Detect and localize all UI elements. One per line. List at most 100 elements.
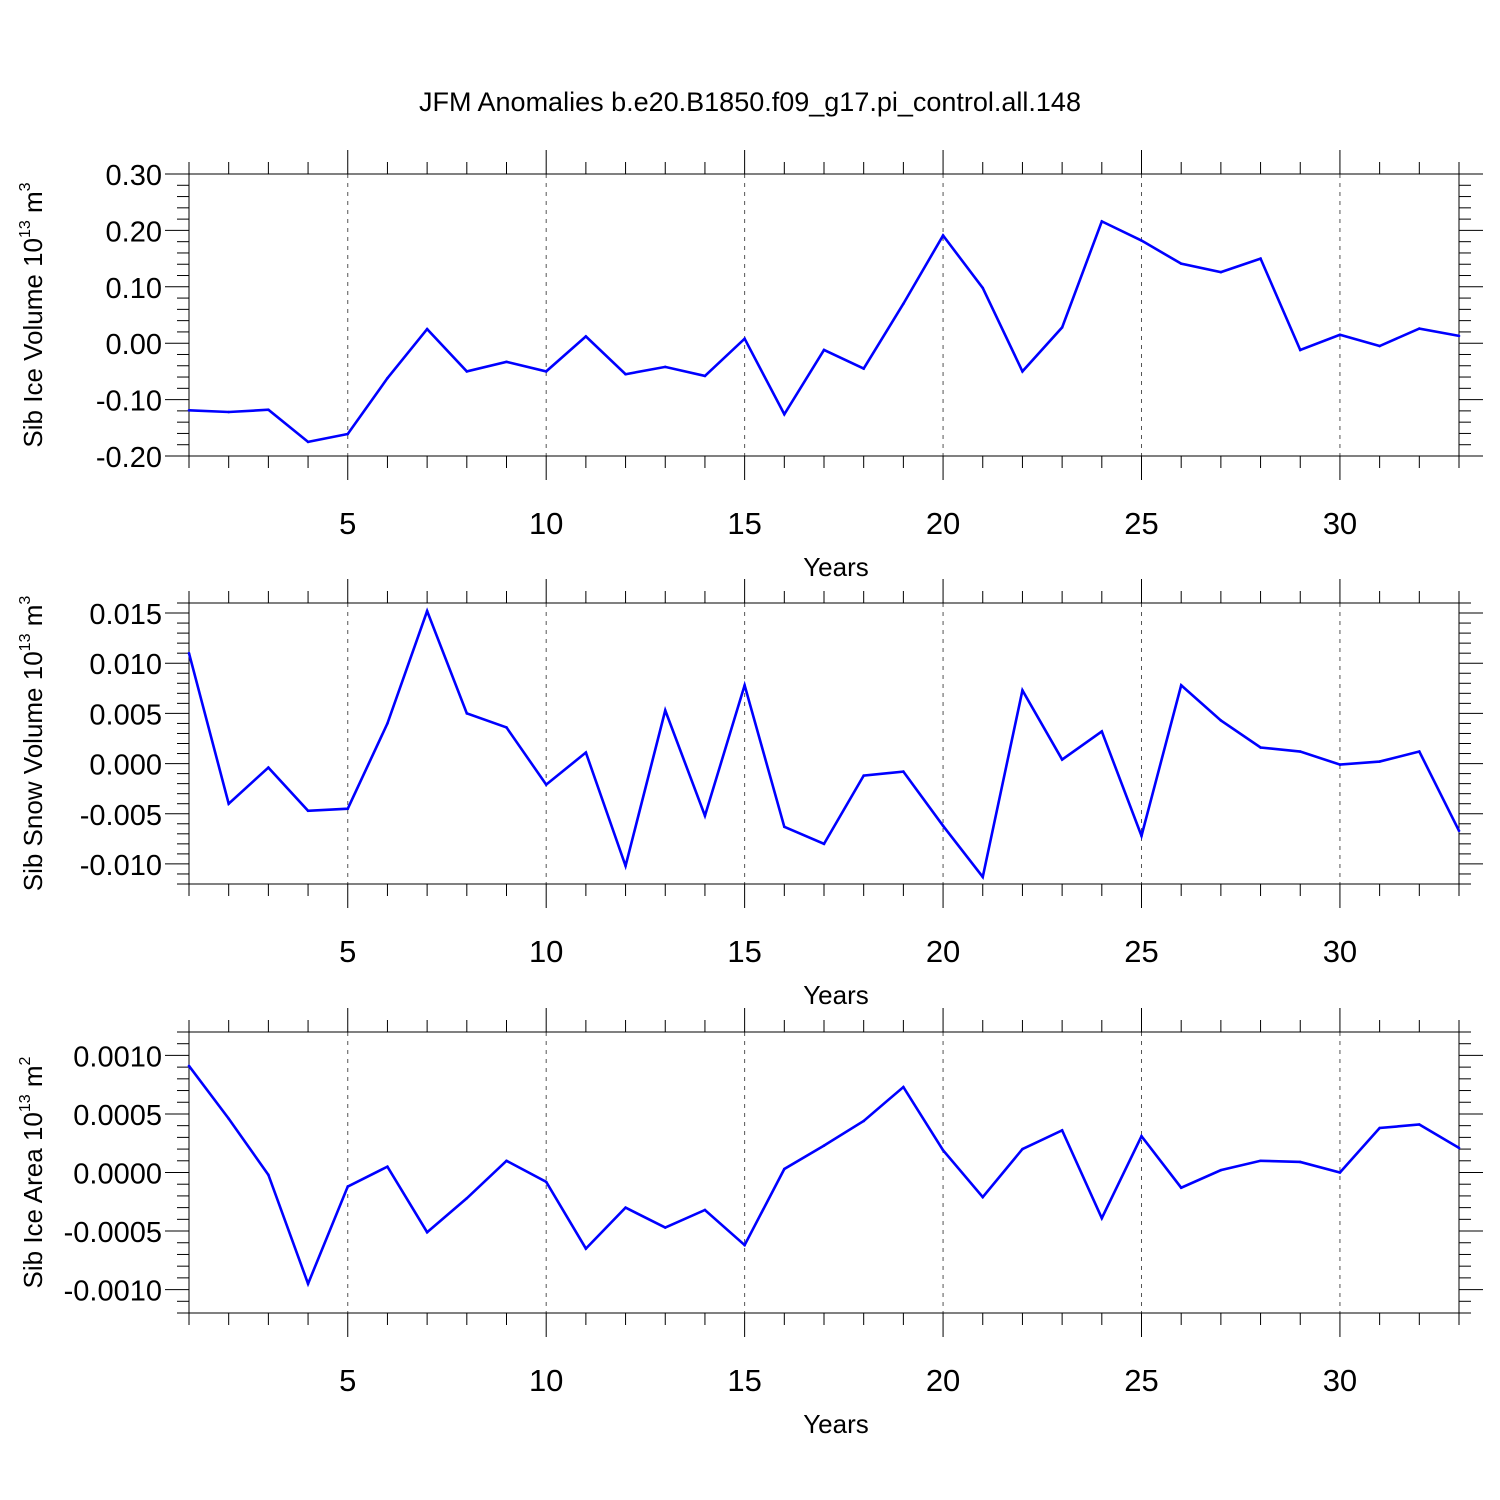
data-point — [703, 814, 707, 818]
x-tick-label: 20 — [926, 1363, 960, 1398]
data-point — [1021, 689, 1024, 692]
data-point — [1298, 750, 1302, 753]
data-point — [306, 440, 310, 444]
y-tick-label: 0.20 — [106, 216, 162, 248]
y-axis-label-part: Sib Snow Volume 10 — [18, 651, 48, 891]
data-point — [346, 1185, 350, 1188]
data-point — [1100, 730, 1104, 733]
y-tick-label: 0.000 — [89, 750, 162, 782]
data-point — [862, 774, 865, 777]
data-point — [267, 766, 270, 769]
x-tick-label: 20 — [926, 934, 960, 969]
figure-title: JFM Anomalies b.e20.B1850.f09_g17.pi_con… — [419, 87, 1081, 117]
data-point — [902, 1085, 905, 1089]
y-tick-label: -0.20 — [96, 442, 162, 474]
data-point — [1418, 1123, 1421, 1126]
data-point — [624, 1206, 627, 1209]
data-point — [1179, 262, 1183, 265]
data-point — [1140, 1134, 1143, 1138]
x-tick-label: 30 — [1323, 506, 1357, 541]
y-tick-label: 0.0010 — [73, 1041, 162, 1073]
data-point — [465, 370, 469, 373]
data-point — [862, 367, 865, 370]
data-point — [703, 374, 707, 378]
data-point — [981, 1195, 985, 1199]
series-line-1 — [187, 1065, 1460, 1288]
data-point — [584, 335, 588, 338]
data-point — [1060, 326, 1064, 329]
data-point — [187, 1064, 191, 1068]
data-point — [1021, 1147, 1024, 1151]
y-axis-label-part: Sib Ice Volume 10 — [18, 238, 48, 448]
data-point — [703, 1208, 707, 1212]
data-point — [1219, 1168, 1223, 1172]
data-point — [1140, 239, 1143, 242]
y-axis-label-superscript: 13 — [17, 1094, 34, 1112]
y-axis-label-part: m — [18, 605, 48, 634]
data-point — [743, 683, 746, 687]
x-tick-label: 15 — [727, 934, 761, 969]
data-point — [306, 1282, 310, 1286]
y-axis-label-part: Sib Ice Area 10 — [18, 1112, 48, 1288]
y-tick-label: -0.0005 — [64, 1217, 162, 1249]
x-tick-label: 10 — [529, 506, 563, 541]
y-tick-label: -0.0010 — [64, 1276, 162, 1308]
x-tick-label: 10 — [529, 1363, 563, 1398]
y-axis-label-part: m — [18, 191, 48, 220]
data-point — [386, 1165, 389, 1168]
data-point — [1259, 1159, 1262, 1163]
data-point — [1219, 719, 1223, 722]
chart-panel-1: 5 10 15 20 25 30 -0.20 -0.10 0.00 0.10 0.20 0.30 Yea… — [17, 150, 1483, 582]
data-point — [187, 409, 191, 412]
data-point — [941, 824, 945, 828]
data-point — [862, 1119, 865, 1123]
data-point — [227, 1117, 230, 1120]
data-point — [743, 1243, 746, 1247]
x-tick-label: 15 — [727, 1363, 761, 1398]
x-tick-label: 5 — [339, 934, 356, 969]
y-tick-label: -0.010 — [80, 850, 162, 882]
data-point — [1219, 270, 1223, 274]
data-point — [1179, 1186, 1183, 1190]
data-point — [227, 802, 230, 806]
data-point — [505, 726, 508, 729]
x-axis-label: Years — [803, 552, 869, 582]
data-point — [1060, 758, 1064, 761]
data-point — [902, 302, 905, 306]
data-point — [187, 651, 191, 655]
x-tick-label: 25 — [1124, 1363, 1158, 1398]
data-point — [1100, 220, 1104, 223]
data-point — [822, 348, 826, 352]
y-tick-label: 0.10 — [106, 273, 162, 305]
data-point — [822, 842, 826, 846]
data-point — [902, 770, 905, 773]
data-point — [1338, 1171, 1342, 1174]
data-point — [1259, 746, 1262, 749]
data-point — [306, 809, 310, 813]
data-point — [346, 807, 350, 811]
data-point — [1179, 683, 1183, 687]
y-tick-label: -0.10 — [96, 386, 162, 418]
data-point — [624, 864, 627, 868]
data-point — [386, 722, 389, 725]
data-point — [1338, 333, 1342, 337]
y-axis-label: Sib Snow Volume 1013 m3 — [17, 596, 48, 892]
y-tick-label: 0.015 — [89, 599, 162, 631]
x-tick-label: 30 — [1323, 1363, 1357, 1398]
data-point — [346, 432, 350, 436]
data-point — [1457, 829, 1461, 833]
y-axis-label-part: m — [18, 1065, 48, 1094]
y-tick-label: 0.30 — [106, 160, 162, 192]
data-point — [783, 825, 786, 829]
data-point — [1298, 1160, 1302, 1164]
data-point — [941, 1148, 945, 1152]
data-point — [465, 712, 469, 715]
series-line-1 — [188, 219, 1460, 444]
data-point — [981, 875, 985, 879]
data-point — [1259, 257, 1262, 260]
x-tick-label: 5 — [339, 1363, 356, 1398]
x-tick-label: 25 — [1124, 934, 1158, 969]
data-point — [465, 1196, 469, 1200]
data-point — [1140, 834, 1143, 838]
